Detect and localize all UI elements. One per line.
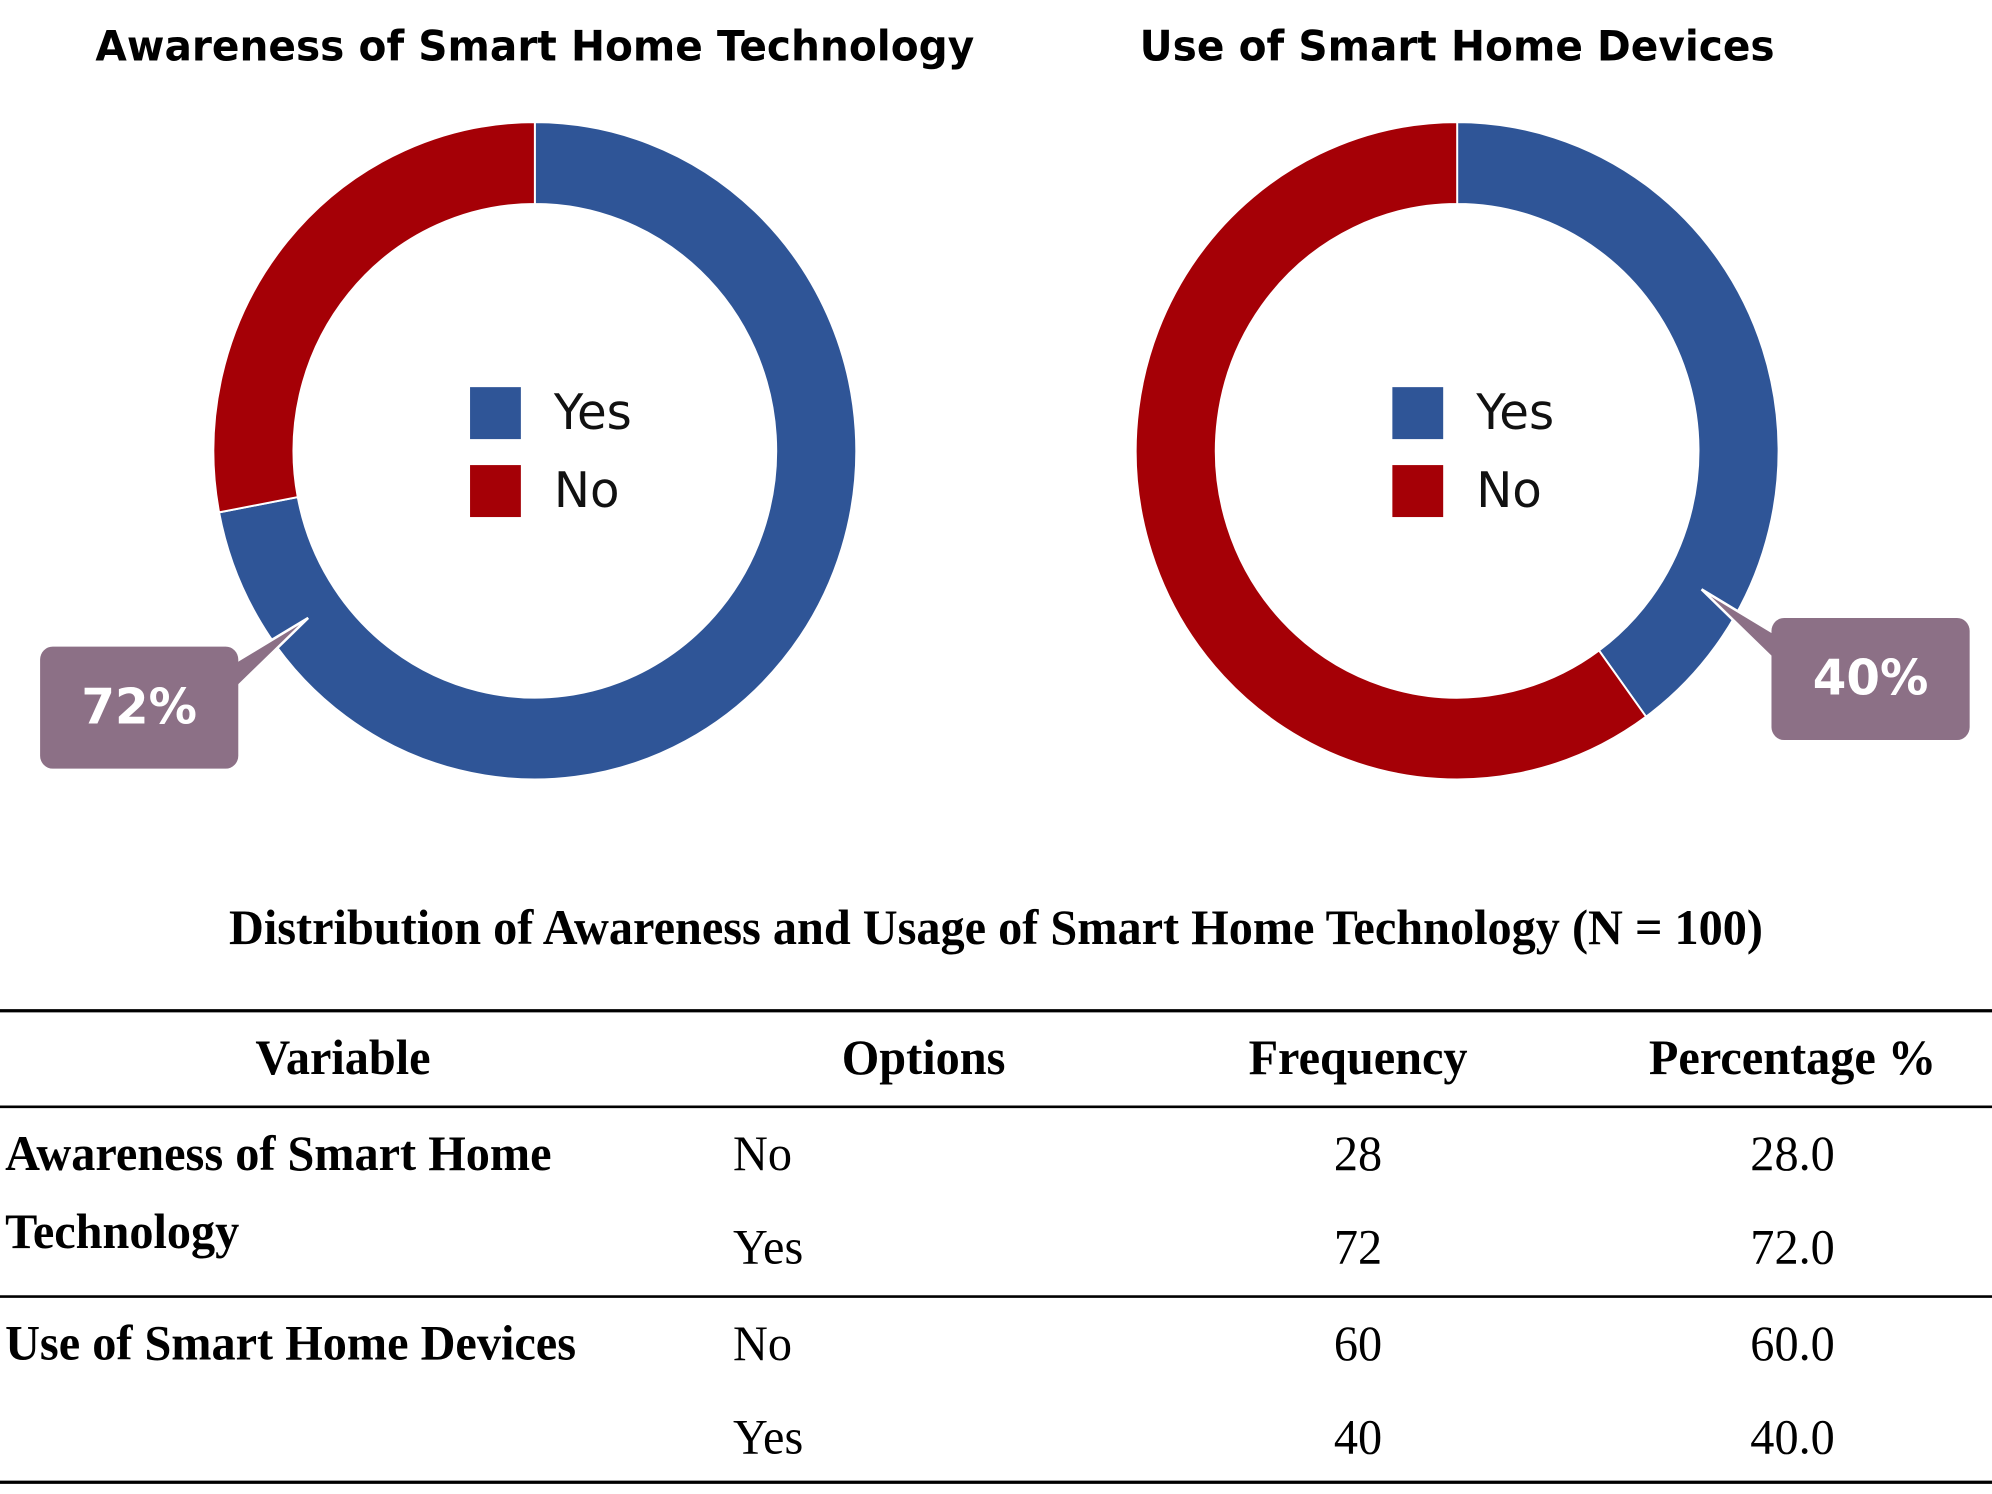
column-header: Options — [842, 1030, 1006, 1086]
donut-slice — [1134, 121, 1648, 781]
data-label: 40% — [1813, 649, 1929, 707]
callout-box — [40, 646, 239, 769]
callout: 72% — [40, 616, 310, 769]
donut-slice — [218, 121, 858, 781]
legend-swatch — [1392, 465, 1444, 518]
chart-title: Use of Smart Home Devices — [1140, 22, 1775, 71]
chart-title: Awareness of Smart Home Technology — [95, 22, 974, 71]
variable-label: Use of Smart Home Devices — [5, 1315, 576, 1371]
table-title: Distribution of Awareness and Usage of S… — [229, 900, 1763, 956]
donut-slice — [1456, 121, 1780, 719]
legend-label: Yes — [1475, 383, 1554, 441]
callout: 40% — [1700, 588, 1970, 741]
table-cell: 28 — [1334, 1126, 1382, 1182]
table-cell: No — [733, 1126, 792, 1182]
table-cell: 40.0 — [1750, 1409, 1834, 1465]
table-cell: 28.0 — [1750, 1126, 1834, 1182]
data-label: 72% — [81, 678, 197, 736]
table-cell: No — [733, 1315, 792, 1371]
donut-slice — [212, 121, 536, 514]
column-header: Variable — [255, 1030, 430, 1086]
legend-label: No — [1476, 461, 1542, 519]
legend-swatch — [470, 465, 521, 518]
legend-label: Yes — [553, 383, 632, 441]
table-cell: 72 — [1334, 1219, 1382, 1275]
callout-box — [1771, 617, 1970, 741]
column-header: Frequency — [1249, 1030, 1468, 1086]
legend-swatch — [470, 387, 521, 440]
variable-label: Awareness of Smart Home Technology — [5, 1126, 551, 1260]
table-cell: 40 — [1334, 1409, 1382, 1465]
column-header: Percentage % — [1649, 1030, 1936, 1086]
table-cell: 72.0 — [1750, 1219, 1834, 1275]
variable-line: Awareness of Smart Home — [5, 1126, 551, 1182]
table-cell: 60 — [1334, 1315, 1382, 1371]
legend-label: No — [554, 461, 620, 519]
variable-line: Use of Smart Home Devices — [5, 1315, 576, 1371]
table-cell: 60.0 — [1750, 1315, 1834, 1371]
table-cell: Yes — [733, 1409, 803, 1465]
variable-line: Technology — [5, 1204, 239, 1260]
table-cell: Yes — [733, 1219, 803, 1275]
legend-swatch — [1392, 387, 1444, 440]
